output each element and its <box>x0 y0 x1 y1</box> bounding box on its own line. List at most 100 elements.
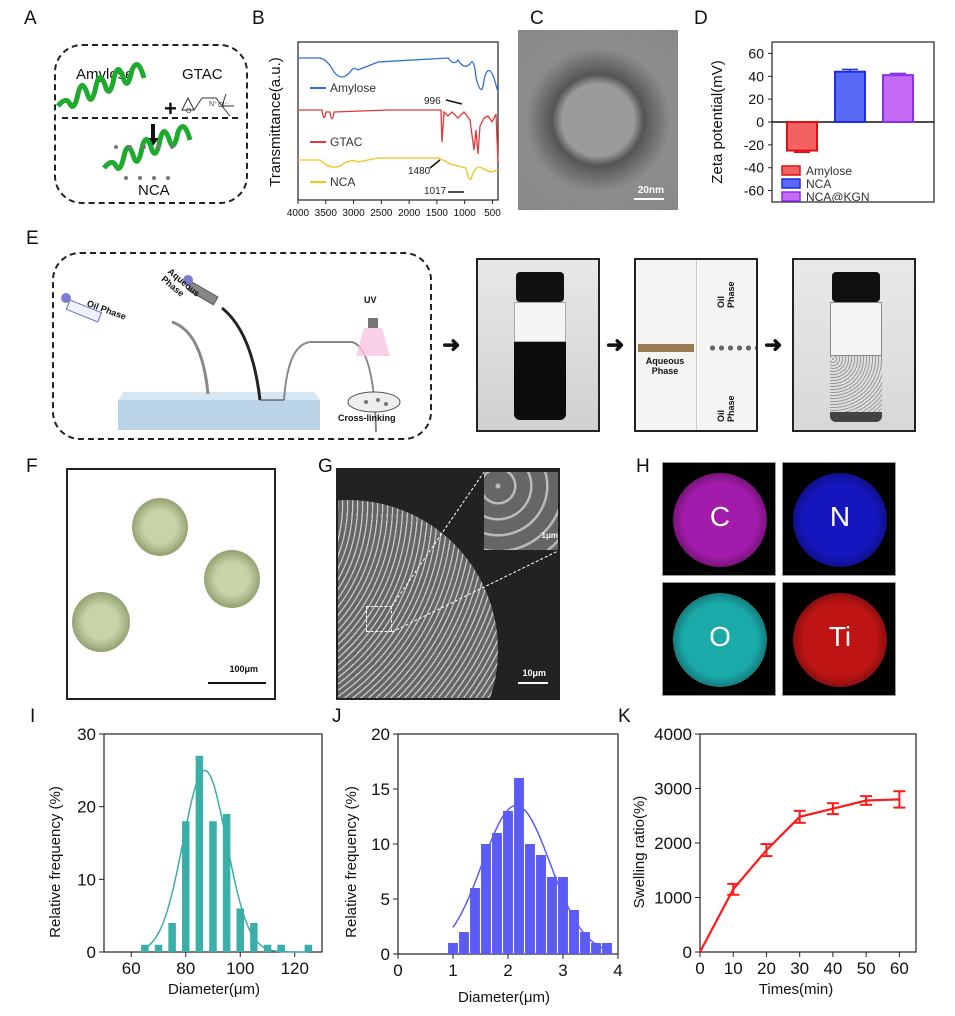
chart-b-xticks: 4000 3500 3000 2500 2000 1500 1000 500 <box>287 200 501 219</box>
legend-label: NCA <box>806 177 831 191</box>
series-gtac-line <box>298 109 499 163</box>
y-tick-label: 1000 <box>654 889 692 908</box>
oil-tubing-icon <box>171 320 210 395</box>
y-tick-label: 0 <box>381 945 390 964</box>
panel-e-box <box>52 252 432 440</box>
x-tick-label: 1 <box>448 961 457 980</box>
microsphere-icon <box>204 550 260 608</box>
y-tick-label: 60 <box>748 45 764 61</box>
epoxide-icon <box>181 96 223 111</box>
panel-a-scheme <box>56 62 242 180</box>
gtac-label: GTAC <box>182 66 223 83</box>
vial-cap-icon <box>516 272 564 302</box>
panel-label-a: A <box>24 8 37 29</box>
x-tick-label: 1500 <box>426 208 449 219</box>
panel-label-d: D <box>694 8 708 29</box>
eds-signal <box>673 473 767 567</box>
optical-microscope-image: 100μm <box>66 468 276 700</box>
g-scale-bar-label: 10μm <box>522 668 546 678</box>
y-tick-label: 15 <box>371 780 390 799</box>
outlet-tubing-icon <box>283 341 377 433</box>
droplet-train <box>708 344 756 352</box>
arrow-right-icon: ➜ <box>606 332 625 357</box>
bar-nca-kgn <box>882 74 914 123</box>
cross-linking-label: Cross-linking <box>338 413 396 423</box>
legend-gtac: GTAC <box>330 135 363 149</box>
eds-map-c: C <box>662 462 776 576</box>
x-tick-label: 50 <box>857 959 876 978</box>
x-tick-label: 60 <box>122 959 141 978</box>
oil-syringe-icon <box>61 293 103 323</box>
chart-b-ylabel: Transmittance(a.u.) <box>267 57 284 187</box>
chip-oil-top-label: Oil Phase <box>716 281 736 308</box>
y-tick-label: 40 <box>748 68 764 84</box>
x-tick-label: 80 <box>176 959 195 978</box>
chart-b-ftir: Transmittance(a.u.) 4000 3500 3000 2500 2000… <box>267 41 501 219</box>
x-tick-label: 3000 <box>342 208 365 219</box>
cationic-groups-icon <box>114 145 174 180</box>
nca-helix-icon <box>102 124 193 171</box>
channel-line <box>696 260 697 430</box>
x-tick-label: 2000 <box>398 208 421 219</box>
g-scale-bar <box>518 682 548 684</box>
legend-swatch <box>781 191 801 202</box>
histogram-bar <box>222 813 231 952</box>
droplet-generation-image: Oil Phase Oil Phase Aqueous Phase <box>634 258 758 432</box>
x-tick-label: 500 <box>484 208 501 219</box>
zoom-guide-lines <box>391 471 558 633</box>
x-tick-label: 30 <box>790 959 809 978</box>
histogram-bar <box>536 855 546 954</box>
histogram-bar <box>569 910 579 954</box>
histogram-bar <box>154 944 163 952</box>
nitrogen-label: N⁺ <box>209 101 218 108</box>
eds-map-n: N <box>782 462 896 576</box>
arrow-right-icon: ➜ <box>764 332 783 357</box>
microfluidic-chip-icon <box>118 400 320 430</box>
chart-i-xlabel: Diameter(μm) <box>168 981 260 998</box>
histogram-bar <box>448 943 458 954</box>
y-tick-label: 0 <box>756 114 764 130</box>
annotation-1017: 1017 <box>424 186 447 197</box>
y-tick-label: 30 <box>77 725 96 744</box>
tem-image: 20nm <box>518 30 678 210</box>
aqueous-syringe-icon <box>183 275 219 306</box>
histogram-bar <box>182 821 190 952</box>
legend-nca: NCA <box>330 175 355 189</box>
eds-map-ti: Ti <box>782 582 896 696</box>
legend-swatch <box>781 165 801 176</box>
y-tick-label: 10 <box>77 870 96 889</box>
gaussian-fit-line <box>452 804 608 951</box>
panel-label-c: C <box>530 8 544 29</box>
y-tick-label: 20 <box>748 91 764 107</box>
vial-sediment <box>830 412 882 422</box>
y-tick-label: -60 <box>744 183 764 199</box>
histogram-bar <box>591 943 601 954</box>
y-tick-label: -40 <box>744 160 764 176</box>
histogram-bar <box>547 877 557 954</box>
chart-j-histogram: Relative frequency (%) Diameter(μm) 0510… <box>343 725 623 1006</box>
x-tick-label: 3 <box>558 961 567 980</box>
eds-signal <box>793 593 887 687</box>
histogram-bar <box>459 932 469 954</box>
nca-label: NCA <box>138 182 170 199</box>
plot-frame <box>699 733 917 953</box>
inset-scale-bar-label: 1μm <box>541 531 558 540</box>
vial-headspace <box>830 302 882 356</box>
x-tick-label: 100 <box>226 959 254 978</box>
histogram-bar <box>492 833 502 954</box>
chart-i-histogram: Relative frequency (%) Diameter(μm) 0 10 2… <box>47 725 323 998</box>
histogram-bar <box>503 811 513 954</box>
chart-k-ylabel: Swelling ratio(%) <box>631 796 648 909</box>
histogram-bar <box>304 944 313 952</box>
x-tick-label: 40 <box>823 959 842 978</box>
eds-signal <box>793 473 887 567</box>
x-tick-label: 10 <box>724 959 743 978</box>
microfluidic-setup <box>61 275 401 433</box>
y-tick-label: 2000 <box>654 834 692 853</box>
eds-map-o: O <box>662 582 776 696</box>
zoom-region-box <box>366 606 392 632</box>
bar-amylose <box>786 121 818 152</box>
f-scale-bar <box>208 682 266 684</box>
histogram-bar <box>141 944 149 952</box>
annotation-996: 996 <box>424 96 441 107</box>
